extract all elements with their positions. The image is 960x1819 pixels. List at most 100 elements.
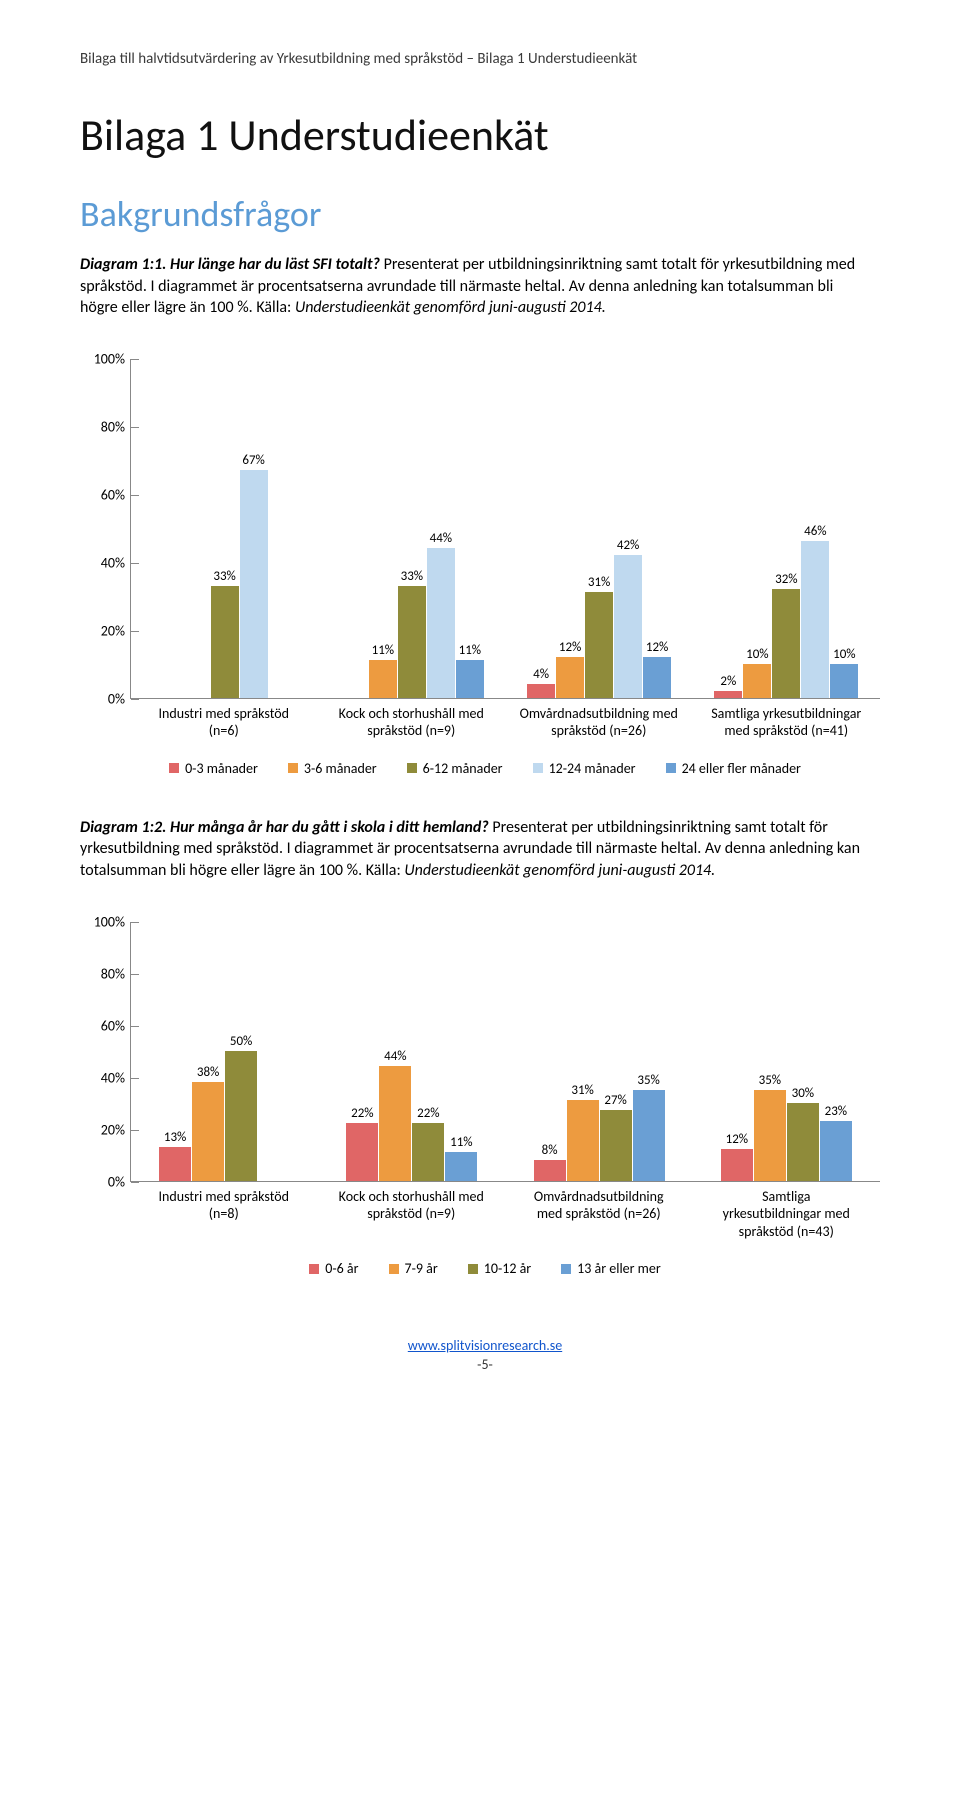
bar-fill	[787, 1103, 819, 1181]
bar-value-label: 23%	[825, 1104, 847, 1121]
bar: 8%	[534, 1160, 566, 1181]
caption-2-source: Understudieenkät genomförd juni-augusti …	[404, 861, 715, 880]
bar: 2%	[714, 691, 742, 698]
bar-value-label: 31%	[571, 1083, 593, 1100]
legend-label: 7-9 år	[405, 1260, 438, 1277]
bar: 10%	[743, 664, 771, 698]
category-label: Kock och storhushåll medspråkstöd (n=9)	[318, 705, 506, 740]
bar-value-label: 32%	[775, 572, 797, 589]
bar: 44%	[427, 548, 455, 698]
y-axis-label: 80%	[101, 965, 131, 982]
y-axis-label: 40%	[101, 554, 131, 571]
legend-swatch	[533, 763, 543, 773]
bar-fill	[614, 555, 642, 698]
bar-value-label: 12%	[726, 1132, 748, 1149]
bar-value-label: 42%	[617, 538, 639, 555]
bar: 50%	[225, 1051, 257, 1181]
y-axis-label: 20%	[101, 1121, 131, 1138]
y-tick	[131, 699, 139, 700]
bar-fill	[567, 1100, 599, 1181]
legend-label: 13 år eller mer	[577, 1260, 661, 1277]
bar: 4%	[527, 684, 555, 698]
bar: 38%	[192, 1082, 224, 1181]
bar-value-label: 10%	[833, 647, 855, 664]
legend-swatch	[468, 1264, 478, 1274]
bar: 35%	[633, 1090, 665, 1181]
legend-swatch	[288, 763, 298, 773]
bar-fill	[600, 1110, 632, 1180]
category-label: Omvårdnadsutbildningmed språkstöd (n=26)	[505, 1188, 693, 1241]
legend-swatch	[169, 763, 179, 773]
legend-label: 6-12 månader	[423, 760, 503, 777]
bar: 31%	[567, 1100, 599, 1181]
chart-legend: 0-3 månader 3-6 månader 6-12 månader 12-24 …	[80, 760, 890, 777]
bar-fill	[240, 470, 268, 698]
bar-fill	[159, 1147, 191, 1181]
chart-plot: 0%20%40%60%80%100%13%38%50%22%44%22%11%8…	[130, 922, 880, 1182]
bar-fill	[412, 1123, 444, 1180]
footer-url: www.splitvisionresearch.se	[80, 1337, 890, 1354]
bar-value-label: 33%	[213, 569, 235, 586]
bar: 22%	[412, 1123, 444, 1180]
bar-fill	[754, 1090, 786, 1181]
bar-value-label: 44%	[430, 531, 452, 548]
bar-value-label: 11%	[450, 1135, 472, 1152]
bar: 23%	[820, 1121, 852, 1181]
category-label: Samtliga yrkesutbildningarmed språkstöd …	[693, 705, 881, 740]
legend-label: 3-6 månader	[304, 760, 377, 777]
caption-1-source: Understudieenkät genomförd juni-augusti …	[295, 298, 606, 317]
bar-value-label: 13%	[164, 1130, 186, 1147]
bar-value-label: 46%	[804, 524, 826, 541]
bar-group: 33%67%	[153, 359, 297, 698]
bar-groups: 33%67%11%33%44%11%4%12%31%42%12%2%10%32%…	[131, 359, 880, 699]
category-labels: Industri med språkstöd(n=6)Kock och stor…	[130, 705, 880, 740]
bar-group: 12%35%30%23%	[721, 922, 852, 1181]
y-axis-label: 40%	[101, 1069, 131, 1086]
bar-value-label: 44%	[384, 1049, 406, 1066]
bar-fill	[369, 660, 397, 697]
bar-value-label: 10%	[746, 647, 768, 664]
bar-fill	[211, 586, 239, 698]
bar-group: 13% 38%50%	[159, 922, 290, 1181]
legend-label: 24 eller fler månader	[682, 760, 801, 777]
legend-label: 10-12 år	[484, 1260, 531, 1277]
bar-value-label: 30%	[792, 1086, 814, 1103]
legend-item: 3-6 månader	[288, 760, 377, 777]
legend-label: 12-24 månader	[549, 760, 636, 777]
bar: 33%	[398, 586, 426, 698]
bar-fill	[192, 1082, 224, 1181]
y-axis-label: 80%	[101, 418, 131, 435]
bar-fill	[556, 657, 584, 698]
bar-fill	[585, 592, 613, 697]
bar-value-label: 27%	[604, 1093, 626, 1110]
y-axis-label: 100%	[94, 350, 131, 367]
legend-label: 0-6 år	[325, 1260, 358, 1277]
bar-value-label: 12%	[559, 640, 581, 657]
chart-plot: 0%20%40%60%80%100%33%67%11%33%44%11%4%12…	[130, 359, 880, 699]
running-header: Bilaga till halvtidsutvärdering av Yrkes…	[80, 50, 890, 68]
bar-fill	[225, 1051, 257, 1181]
legend-item: 13 år eller mer	[561, 1260, 661, 1277]
bar: 32%	[772, 589, 800, 698]
bar-group: 2%10%32%46%10%	[714, 359, 858, 698]
bar-value-label: 11%	[459, 643, 481, 660]
bar-value-label: 4%	[533, 667, 549, 684]
bar-group: 8%31%27%35%	[534, 922, 665, 1181]
bar: 12%	[556, 657, 584, 698]
bar: 35%	[754, 1090, 786, 1181]
bar-fill	[445, 1152, 477, 1181]
chart-2: 0%20%40%60%80%100%13%38%50%22%44%22%11%8…	[80, 922, 890, 1278]
bar: 46%	[801, 541, 829, 697]
bar: 30%	[787, 1103, 819, 1181]
legend-item: 0-3 månader	[169, 760, 258, 777]
bar-fill	[643, 657, 671, 698]
bar-value-label: 12%	[646, 640, 668, 657]
category-label: Industri med språkstöd(n=8)	[130, 1188, 318, 1241]
y-axis-label: 0%	[108, 690, 131, 707]
category-label: Kock och storhushåll medspråkstöd (n=9)	[318, 1188, 506, 1241]
page-footer: www.splitvisionresearch.se -5-	[80, 1337, 890, 1373]
bar-fill	[820, 1121, 852, 1181]
bar-fill	[346, 1123, 378, 1180]
bar: 42%	[614, 555, 642, 698]
category-label: Omvårdnadsutbildning medspråkstöd (n=26)	[505, 705, 693, 740]
